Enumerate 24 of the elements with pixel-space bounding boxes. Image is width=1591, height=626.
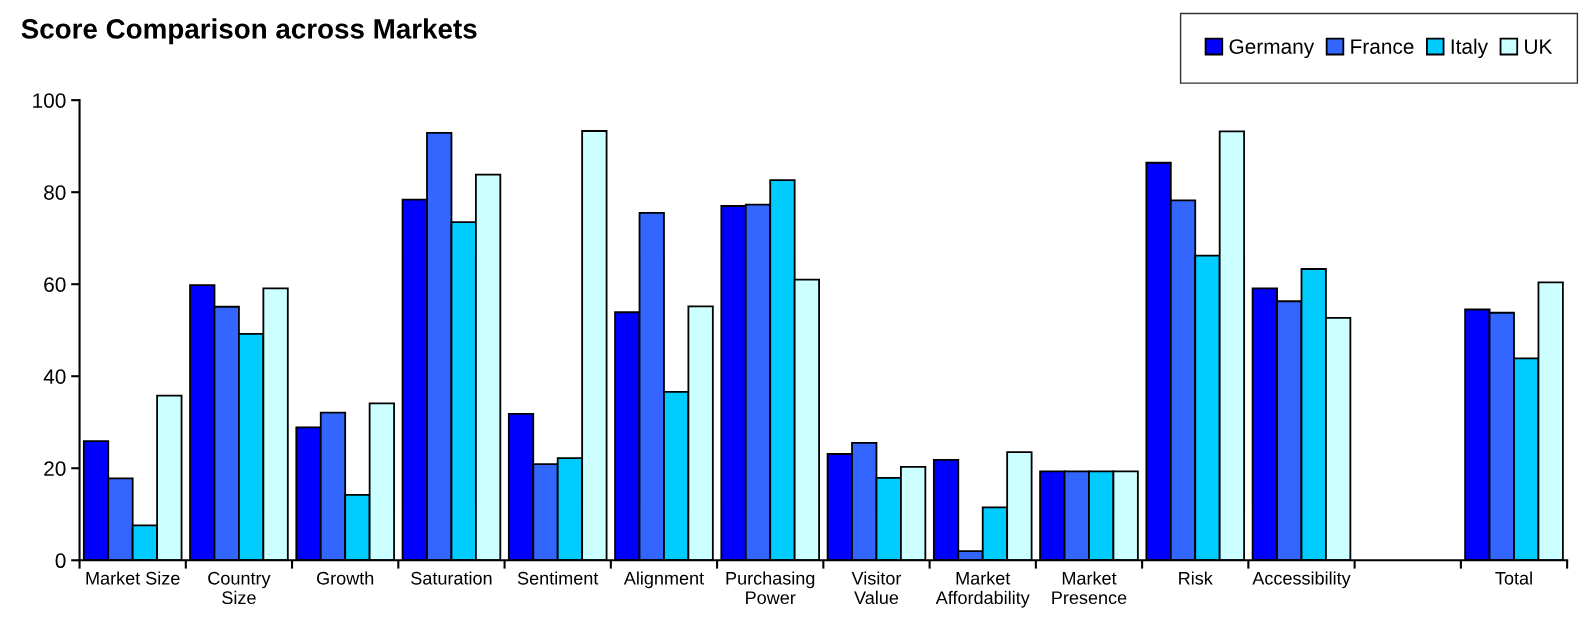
x-tick-label: Country Size bbox=[208, 571, 271, 605]
x-tick-label: Sentiment bbox=[517, 571, 599, 585]
x-tick-label: Saturation bbox=[411, 571, 492, 585]
x-tick-label: Market Affordability bbox=[935, 571, 1030, 608]
x-tick-label: Purchasing Power bbox=[726, 571, 815, 605]
x-tick-label: Risk bbox=[1179, 571, 1213, 585]
y-tick-label: 100 bbox=[33, 93, 66, 108]
x-tick-label: Market Size bbox=[86, 571, 180, 585]
x-tick-label: Market Presence bbox=[1052, 571, 1127, 605]
chart-title: Score Comparison across Markets bbox=[21, 18, 477, 45]
x-tick-label: Growth bbox=[317, 571, 374, 585]
x-tick-label: Alignment bbox=[623, 571, 704, 589]
y-tick-label: 80 bbox=[44, 185, 66, 200]
y-tick-label: 40 bbox=[43, 369, 66, 384]
y-tick-label: 0 bbox=[55, 553, 66, 569]
y-tick-label: 60 bbox=[44, 277, 66, 292]
legend-label: France bbox=[1351, 39, 1414, 54]
legend-label: Germany bbox=[1229, 39, 1315, 59]
legend-label: UK bbox=[1525, 39, 1553, 54]
legend-label: Italy bbox=[1451, 38, 1489, 59]
y-tick-label: 20 bbox=[44, 461, 66, 476]
x-tick-label: Total bbox=[1495, 571, 1532, 585]
x-tick-label: Visitor Value bbox=[851, 571, 902, 605]
x-tick-label: Accessibility bbox=[1252, 571, 1351, 589]
